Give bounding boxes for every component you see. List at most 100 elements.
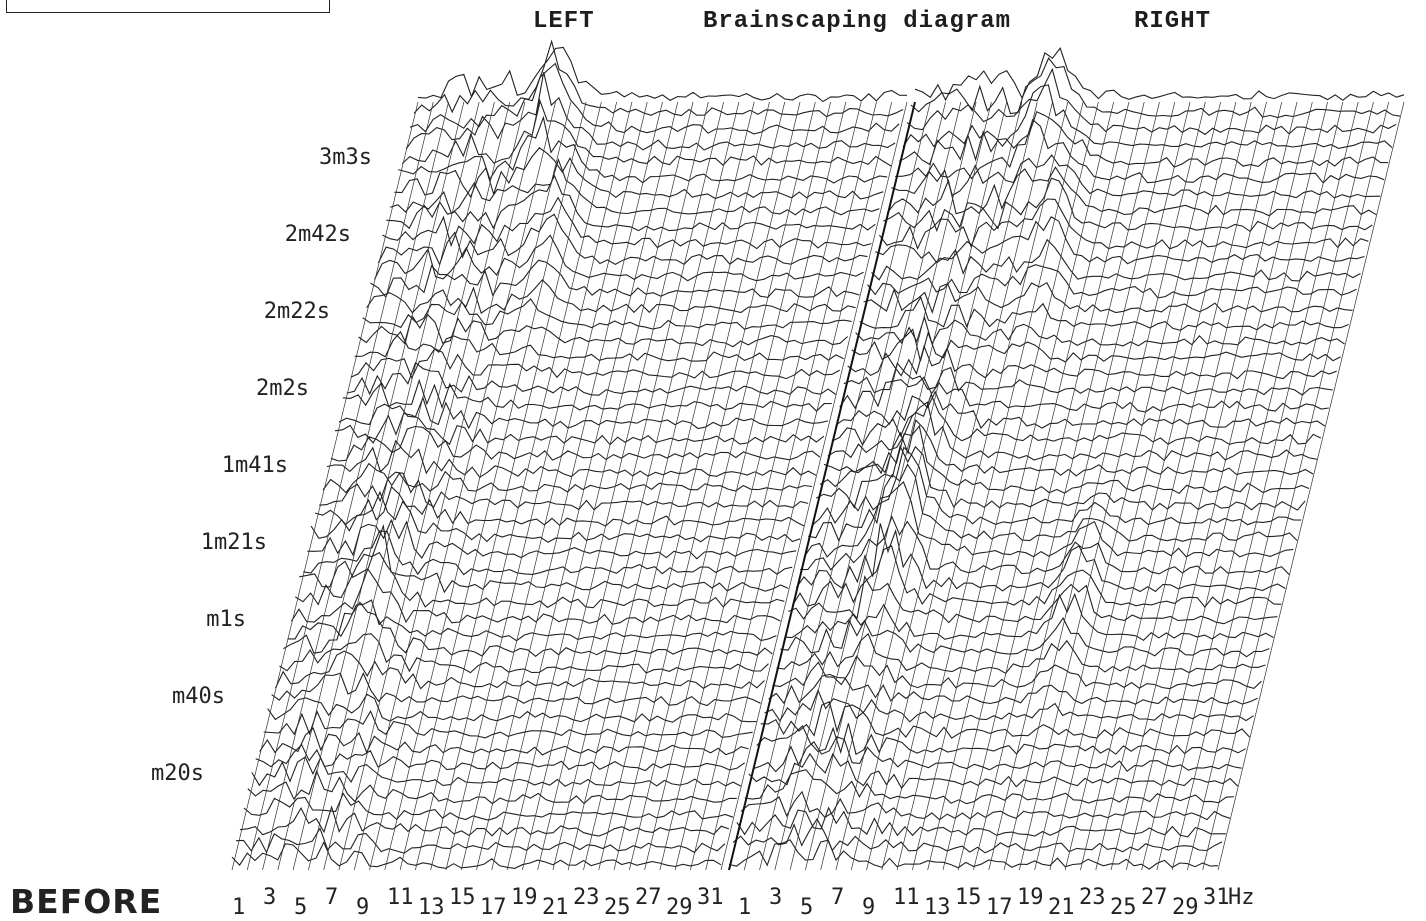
freq-grid-line	[759, 101, 946, 871]
freq-tick-label: 17	[480, 895, 507, 919]
spectrum-trace	[377, 213, 868, 266]
freq-grid-line	[1110, 101, 1298, 871]
spectrum-trace	[374, 234, 864, 282]
freq-grid-line	[1217, 101, 1405, 871]
freq-grid-line	[866, 101, 1053, 871]
spectrum-trace	[780, 617, 1270, 658]
time-tick-label: 3m3s	[319, 145, 372, 170]
spectrum-trace	[279, 633, 769, 674]
spectrum-traces	[231, 39, 1405, 871]
spectrum-trace	[231, 841, 722, 869]
corner-frame	[6, 0, 330, 13]
freq-grid-line	[292, 101, 480, 871]
spectrum-trace	[382, 196, 872, 250]
freq-tick-label: 5	[294, 895, 307, 919]
spectrum-trace	[358, 313, 848, 348]
spectrum-trace	[263, 709, 753, 739]
freq-tick-label: 25	[604, 895, 631, 919]
before-label: BEFORE	[10, 882, 163, 921]
freq-grid-line	[927, 101, 1114, 871]
freq-grid-line	[583, 101, 770, 871]
spectrum-trace	[740, 790, 1231, 821]
spectrum-trace	[898, 110, 1389, 168]
spectrum-trace	[386, 174, 876, 232]
time-tick-label: 2m2s	[256, 376, 309, 401]
freq-tick-label: 13	[924, 895, 951, 919]
freq-grid-line	[1080, 101, 1267, 871]
spectrum-trace	[835, 390, 1326, 430]
freq-grid-line	[277, 101, 465, 871]
spectrum-trace	[334, 412, 825, 446]
right-header: RIGHT	[1134, 8, 1212, 35]
freq-grid-line	[613, 101, 801, 871]
freq-tick-label: 15	[955, 885, 982, 910]
spectrum-trace	[310, 490, 801, 543]
spectrum-trace	[251, 756, 742, 787]
freq-axis-labels: 1 3 5 7 9 11 13 15 17 19 21 23 25 27 29 31 1 3 5 7 9 11 13 15 17…	[232, 885, 1255, 919]
spectrum-trace	[346, 361, 837, 396]
spectrum-trace	[776, 632, 1266, 675]
spectrum-trace	[307, 518, 797, 560]
spectrum-trace	[807, 463, 1298, 542]
freq-tick-label: 13	[418, 895, 445, 919]
freq-grid-line	[1171, 101, 1359, 871]
freq-grid-line	[644, 101, 831, 871]
spectrum-trace	[732, 818, 1223, 854]
freq-tick-label: 3	[263, 885, 276, 910]
freq-grid-line	[789, 101, 977, 871]
freq-tick-label: 9	[862, 895, 875, 919]
spectrum-trace	[851, 328, 1341, 363]
freq-grid-line	[942, 101, 1130, 871]
freq-grid-line	[1125, 101, 1313, 871]
freq-tick-label: 23	[1079, 885, 1106, 910]
spectrum-trace	[795, 523, 1286, 593]
spectrum-trace	[409, 62, 900, 135]
spectrum-trace	[394, 147, 884, 200]
freq-tick-label: 3	[769, 885, 782, 910]
freq-grid-line	[445, 101, 633, 871]
freq-grid-line	[628, 101, 816, 871]
freq-grid-line	[262, 101, 449, 871]
spectrum-trace	[823, 418, 1314, 477]
time-tick-label: 1m41s	[222, 453, 288, 478]
freq-grid-line	[674, 101, 862, 871]
spectrum-trace	[283, 601, 773, 658]
spectrum-trace	[259, 727, 749, 756]
freq-grid-line	[957, 101, 1145, 871]
freq-tick-label: 19	[511, 885, 538, 910]
freq-grid-line	[430, 101, 617, 871]
freq-grid-line	[820, 101, 1008, 871]
spectrum-trace	[366, 278, 856, 314]
freq-tick-label: 31	[697, 885, 724, 910]
freq-grid-line	[973, 101, 1160, 871]
freq-tick-label: 21	[542, 895, 569, 919]
spectrum-trace	[322, 462, 813, 494]
freq-grid-line	[912, 101, 1099, 871]
spectrum-trace	[271, 672, 761, 707]
time-tick-label: m40s	[172, 684, 225, 709]
freq-grid-line	[567, 101, 755, 871]
spectrum-trace	[902, 84, 1393, 149]
freq-tick-label: 17	[986, 895, 1013, 919]
panel-divider-line	[728, 101, 916, 871]
freq-grid-line	[476, 101, 663, 871]
freq-grid-line	[1202, 101, 1390, 871]
spectrum-trace	[791, 545, 1282, 608]
freq-grid-line	[1049, 101, 1237, 871]
freq-grid-line	[1003, 101, 1191, 871]
freq-grid-line	[743, 101, 931, 871]
spectrum-trace	[287, 599, 777, 642]
freq-tick-label: 5	[800, 895, 813, 919]
freq-grid-line	[1095, 101, 1283, 871]
spectrum-trace	[914, 47, 1405, 102]
freq-grid-line	[369, 101, 556, 871]
spectrum-trace	[390, 157, 880, 216]
spectrum-trace	[247, 769, 737, 805]
spectrum-trace	[886, 166, 1377, 217]
spectrum-trace	[772, 655, 1262, 690]
freq-grid-line	[1064, 101, 1252, 871]
spectrum-trace	[239, 805, 730, 837]
spectrum-trace	[314, 485, 805, 527]
time-tick-label: 2m42s	[285, 222, 351, 247]
freq-tick-label: 15	[449, 885, 476, 910]
